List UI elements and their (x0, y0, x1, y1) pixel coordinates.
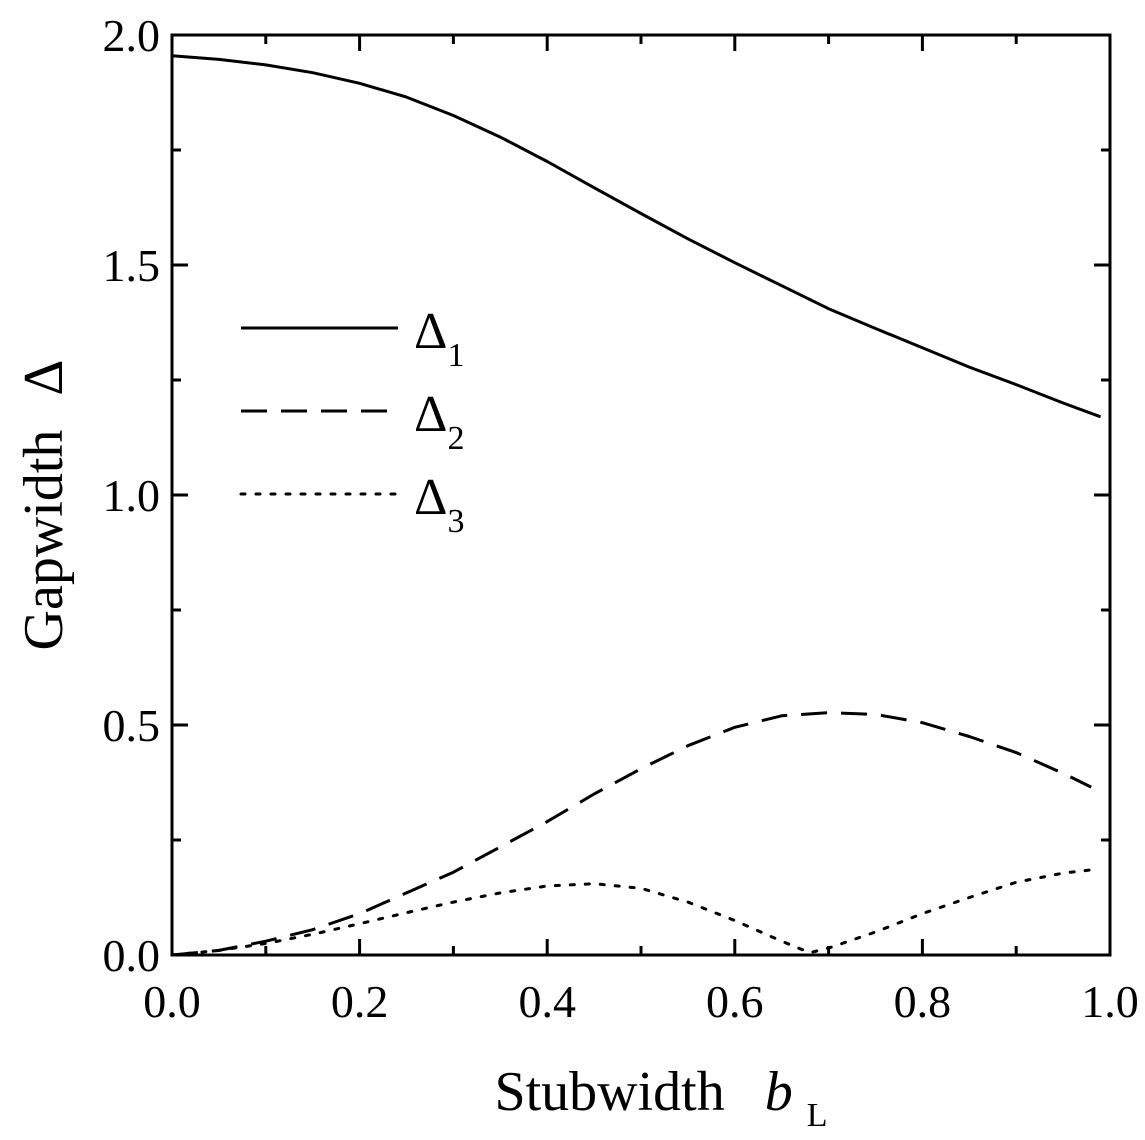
series-line-2 (171, 711, 1092, 957)
series-line-3 (170, 868, 1093, 957)
legend-subscript: 3 (447, 503, 464, 540)
series-line-1 (171, 54, 1102, 419)
x-tick-label: 0.6 (706, 976, 764, 1027)
x-axis-label: Stubwidth (494, 1061, 724, 1123)
y-axis-title: Gapwidth Δ (13, 360, 75, 651)
legend-symbol: Δ (414, 386, 447, 443)
y-tick-label: 2.0 (103, 10, 161, 61)
y-tick-label: 0.5 (103, 700, 161, 751)
x-tick-label: 0.0 (143, 976, 201, 1027)
x-axis-title: Stubwidth b L (494, 1061, 827, 1134)
series-layer (170, 54, 1102, 957)
y-axis-label: Gapwidth (13, 430, 75, 651)
legend-label-2: Δ2 (414, 386, 464, 457)
x-tick-label: 0.4 (518, 976, 576, 1027)
y-tick-label: 1.0 (103, 470, 161, 521)
x-axis-subscript: L (807, 1097, 828, 1134)
legend-subscript: 2 (447, 420, 464, 457)
legend-subscript: 1 (447, 337, 464, 374)
y-tick-label: 1.5 (103, 240, 161, 291)
x-axis-variable: b (765, 1061, 793, 1123)
legend-symbol: Δ (414, 303, 447, 360)
y-axis-symbol: Δ (13, 360, 75, 396)
plot-area: 0.0 0.2 0.4 0.6 0.8 1.0 0.0 0.5 1.0 1.5 2.0 (103, 10, 1139, 1027)
legend-symbol: Δ (414, 469, 447, 526)
plot-frame (170, 33, 1112, 957)
legend-label-3: Δ3 (414, 469, 464, 540)
tick-layer: 0.0 0.2 0.4 0.6 0.8 1.0 0.0 0.5 1.0 1.5 2.0 (103, 10, 1139, 1027)
x-tick-label: 1.0 (1081, 976, 1139, 1027)
y-tick-label: 0.0 (103, 930, 161, 981)
legend-label-1: Δ1 (414, 303, 464, 374)
x-tick-label: 0.2 (331, 976, 389, 1027)
x-tick-label: 0.8 (894, 976, 952, 1027)
